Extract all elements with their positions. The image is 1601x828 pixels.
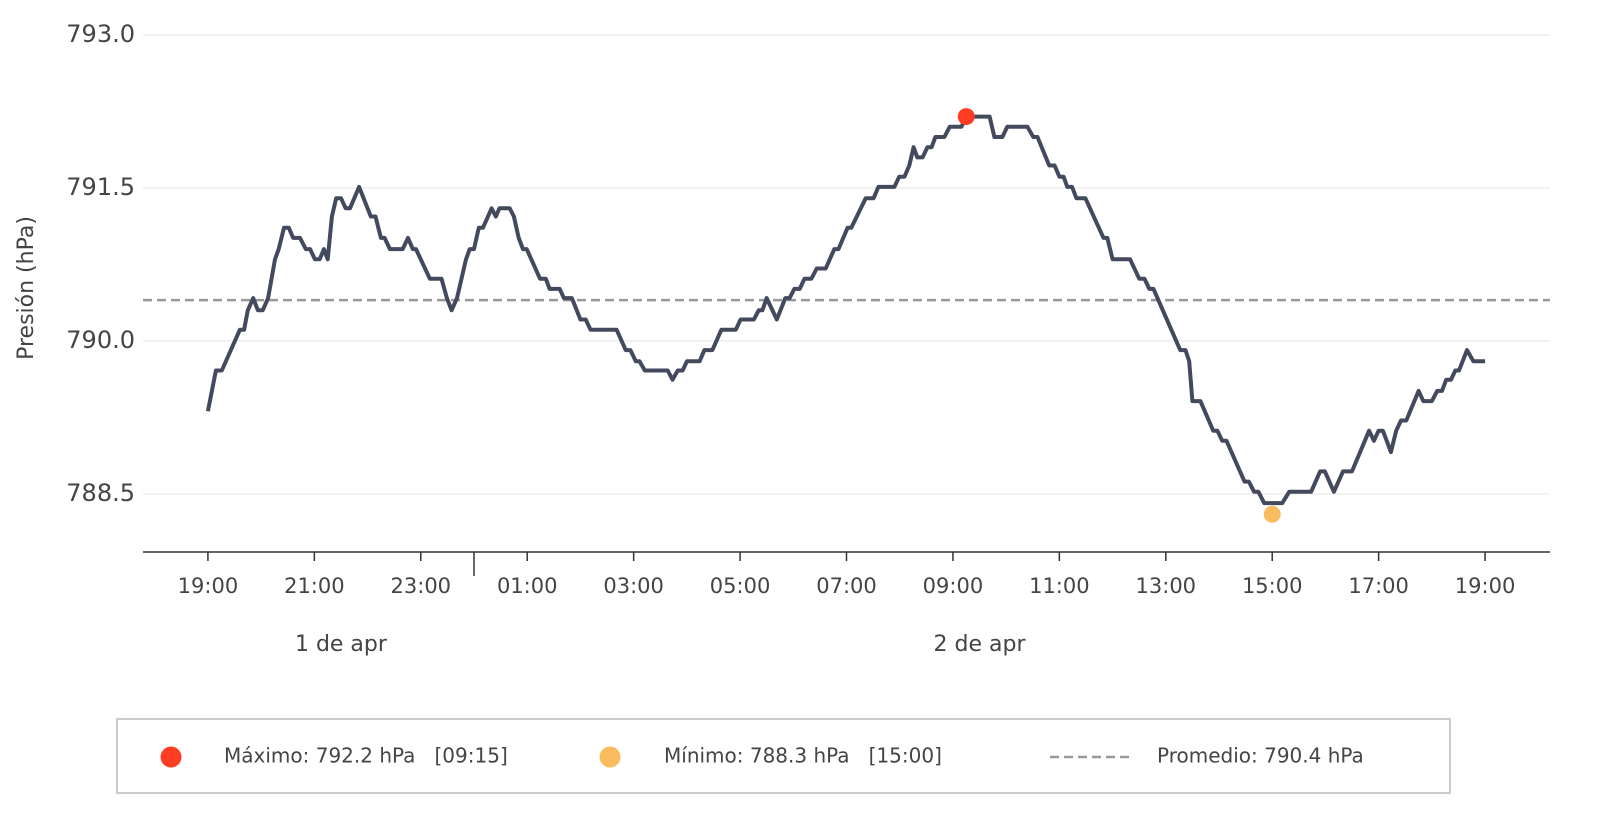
y-tick-label: 791.5	[66, 173, 135, 201]
legend-box	[116, 718, 1451, 794]
x-tick-label: 15:00	[1242, 574, 1303, 598]
day-label: 1 de apr	[295, 632, 388, 657]
legend-min-label: Mínimo: 788.3 hPa [15:00]	[664, 744, 942, 768]
x-tick-label: 19:00	[178, 574, 239, 598]
y-tick-label: 788.5	[66, 479, 135, 507]
legend-max-marker	[160, 746, 182, 768]
x-tick-label: 17:00	[1348, 574, 1409, 598]
y-tick-label: 793.0	[66, 20, 135, 48]
y-axis-label: Presión (hPa)	[14, 216, 39, 360]
legend-min-marker	[599, 746, 621, 768]
x-tick-label: 21:00	[284, 574, 345, 598]
x-tick-label: 03:00	[603, 574, 664, 598]
day-label: 2 de apr	[934, 632, 1027, 657]
x-tick-label: 13:00	[1136, 574, 1197, 598]
y-tick-label: 790.0	[66, 326, 135, 354]
x-tick-label: 07:00	[816, 574, 877, 598]
x-tick-label: 11:00	[1029, 574, 1090, 598]
max-marker	[957, 108, 975, 126]
pressure-line	[205, 114, 1486, 506]
min-marker	[1263, 505, 1281, 523]
legend-mean-label: Promedio: 790.4 hPa	[1157, 744, 1364, 768]
x-tick-label: 01:00	[497, 574, 558, 598]
x-tick-label: 19:00	[1455, 574, 1516, 598]
legend-max-label: Máximo: 792.2 hPa [09:15]	[224, 744, 508, 768]
x-tick-label: 23:00	[391, 574, 452, 598]
x-tick-label: 05:00	[710, 574, 771, 598]
x-tick-label: 09:00	[923, 574, 984, 598]
